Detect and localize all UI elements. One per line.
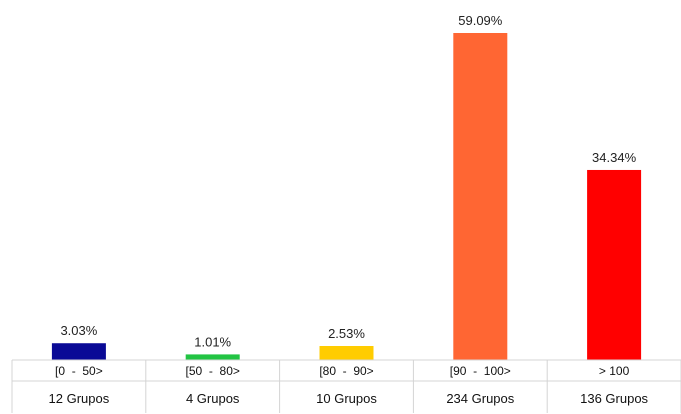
group-count-label: 10 Grupos [316, 391, 377, 406]
category-label: [90 - 100> [450, 364, 511, 378]
category-label: [80 - 90> [319, 364, 373, 378]
category-label: > 100 [599, 364, 630, 378]
data-label: 2.53% [328, 326, 365, 341]
data-label: 1.01% [194, 334, 231, 349]
group-count-label: 4 Grupos [186, 391, 240, 406]
data-label: 59.09% [458, 13, 503, 28]
bar [587, 169, 642, 360]
bar [185, 354, 240, 360]
data-label: 3.03% [60, 323, 97, 338]
bar [51, 343, 106, 360]
category-label: [50 - 80> [186, 364, 240, 378]
category-table: [0 - 50> 12 Grupos [50 - 80> 4 Grupos [80 - … [11, 359, 681, 413]
bars-group [51, 33, 642, 360]
value-labels-group: 3.03% 1.01% 2.53% 59.09% 34.34% [60, 13, 636, 349]
group-count-label: 136 Grupos [580, 391, 648, 406]
category-label: [0 - 50> [55, 364, 103, 378]
group-count-label: 12 Grupos [49, 391, 110, 406]
bar [319, 345, 374, 360]
data-label: 34.34% [592, 150, 637, 165]
bar [453, 33, 508, 360]
group-count-label: 234 Grupos [446, 391, 514, 406]
